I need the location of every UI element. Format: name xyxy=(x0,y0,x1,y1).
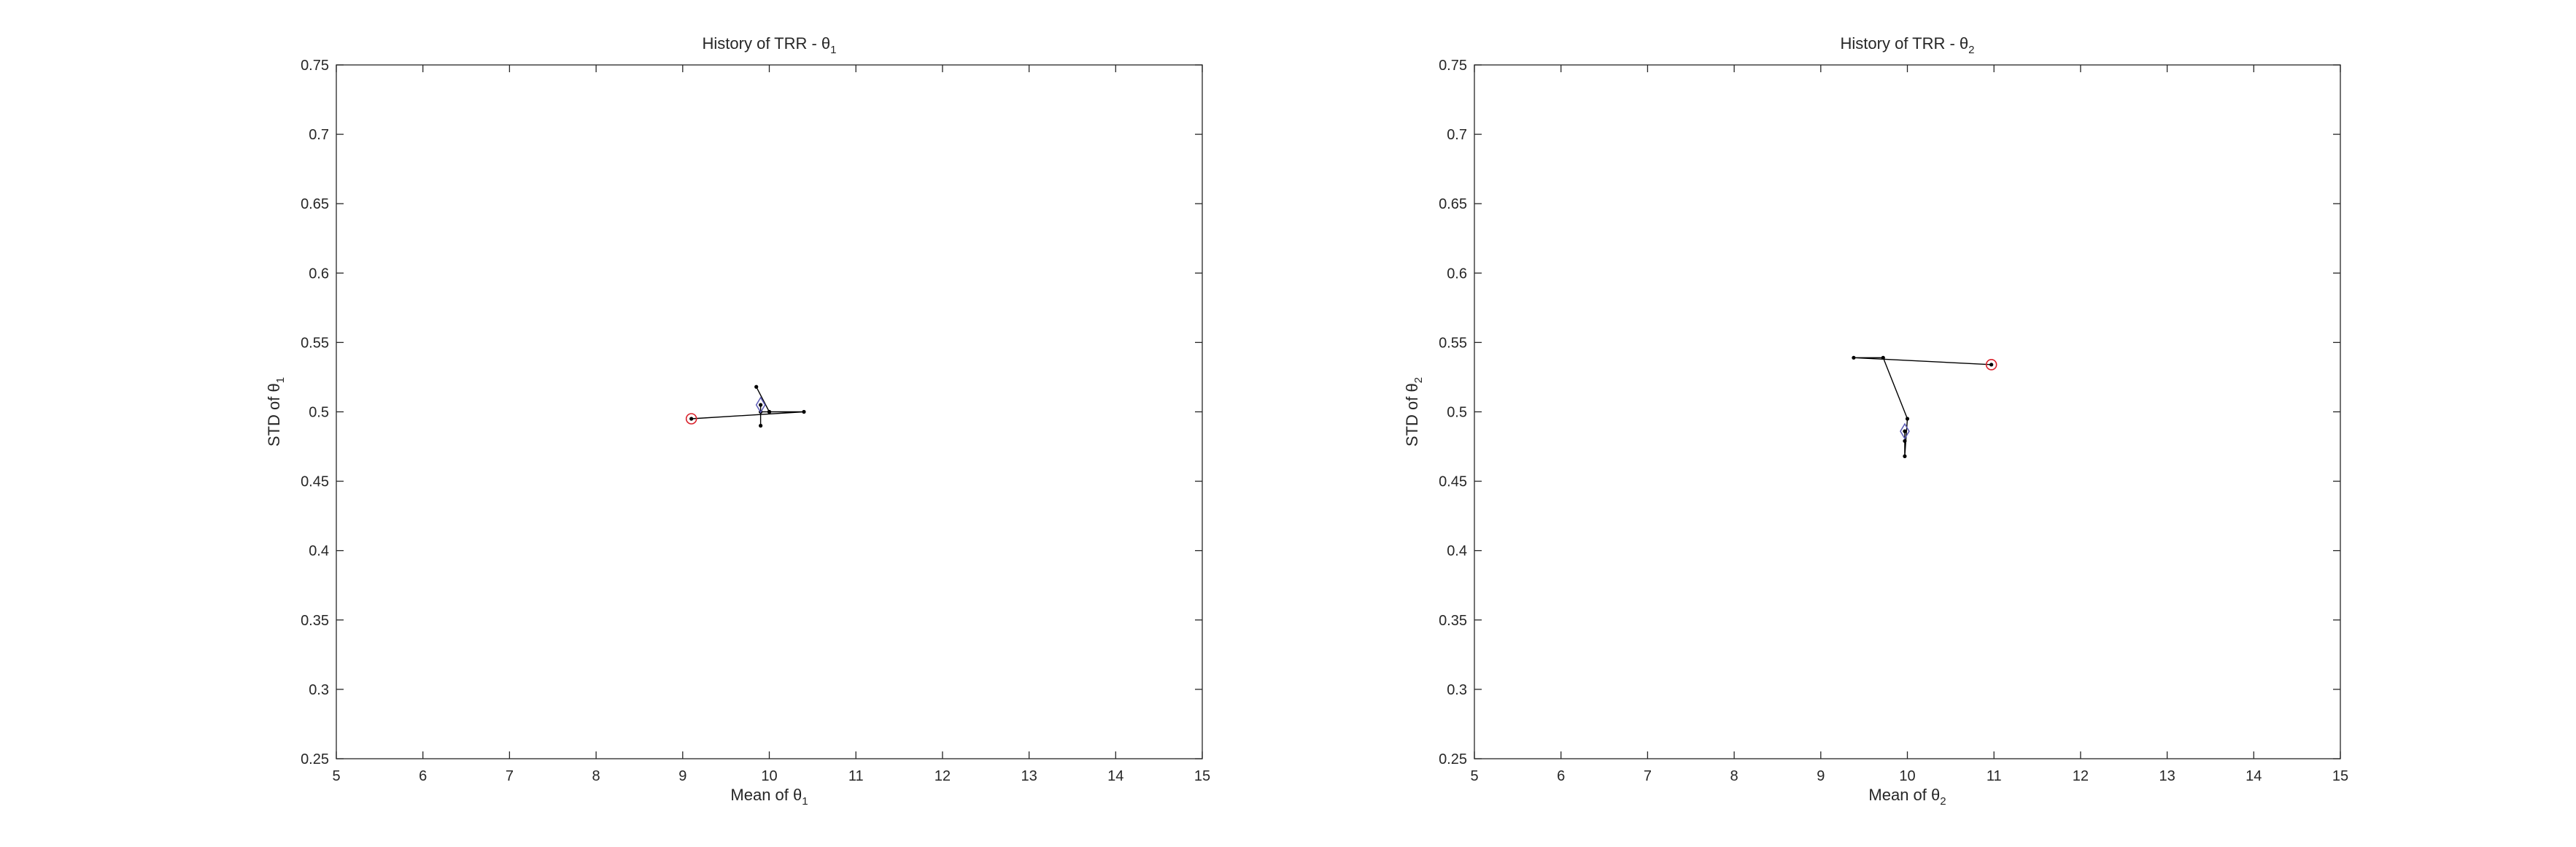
plot-title-text: History of TRR - θ xyxy=(1841,34,1969,53)
plot-title-text: History of TRR - θ xyxy=(703,34,831,53)
y-tick-label: 0.55 xyxy=(301,335,329,351)
y-tick-label: 0.35 xyxy=(1439,613,1467,629)
history-point xyxy=(1903,438,1907,444)
x-tick-label: 11 xyxy=(1987,768,2002,784)
y-tick-label: 0.7 xyxy=(309,127,329,143)
x-tick-label: 14 xyxy=(2246,768,2262,784)
y-tick-label: 0.45 xyxy=(301,474,329,490)
history-point xyxy=(759,423,763,428)
history-point xyxy=(1903,454,1907,458)
y-tick-label: 0.65 xyxy=(301,196,329,212)
y-tick-label: 0.25 xyxy=(301,751,329,767)
history-point xyxy=(1989,363,1994,367)
x-tick-label: 12 xyxy=(935,768,951,784)
history-point xyxy=(754,384,759,389)
history-point xyxy=(1852,355,1856,360)
y-tick-label: 0.75 xyxy=(1439,58,1467,74)
history-point xyxy=(1905,417,1910,421)
x-tick-label: 10 xyxy=(761,768,777,784)
x-tick-label: 13 xyxy=(1021,768,1037,784)
x-axis-label-text: Mean of θ xyxy=(730,786,802,804)
x-tick-label: 7 xyxy=(506,768,514,784)
x-tick-label: 6 xyxy=(419,768,427,784)
x-tick-label: 15 xyxy=(2332,768,2348,784)
y-tick-label: 0.7 xyxy=(1447,127,1467,143)
y-tick-label: 0.65 xyxy=(1439,196,1467,212)
history-point xyxy=(1903,429,1907,433)
plot-title: History of TRR - θ1 xyxy=(703,34,837,56)
x-tick-label: 9 xyxy=(678,768,686,784)
x-tick-label: 15 xyxy=(1194,768,1210,784)
start-marker xyxy=(685,413,697,425)
x-tick-label: 8 xyxy=(1730,768,1738,784)
x-tick-label: 10 xyxy=(1899,768,1915,784)
x-tick-label: 5 xyxy=(332,768,340,784)
x-tick-label: 13 xyxy=(2159,768,2175,784)
x-tick-label: 14 xyxy=(1107,768,1123,784)
y-tick-label: 0.5 xyxy=(309,405,329,421)
axes-box xyxy=(1474,64,2341,759)
y-tick-label: 0.3 xyxy=(309,682,329,698)
end-marker xyxy=(1900,422,1910,440)
history-point xyxy=(802,409,806,414)
x-tick-label: 9 xyxy=(1817,768,1825,784)
plot-title-subscript: 2 xyxy=(1968,44,1974,56)
y-tick-label: 0.4 xyxy=(1447,544,1467,560)
x-tick-label: 11 xyxy=(848,768,864,784)
history-point xyxy=(1881,355,1885,360)
y-tick-label: 0.6 xyxy=(309,266,329,282)
y-tick-label: 0.35 xyxy=(301,613,329,629)
y-axis-label: STD of θ2 xyxy=(1403,377,1425,446)
y-tick-label: 0.25 xyxy=(1439,751,1467,767)
y-axis-label-text: STD of θ xyxy=(1403,383,1421,446)
end-marker xyxy=(755,396,766,414)
history-point xyxy=(759,403,763,407)
plot-title: History of TRR - θ2 xyxy=(1841,34,1975,56)
y-axis-label-text: STD of θ xyxy=(265,383,283,446)
x-axis-label-subscript: 2 xyxy=(1940,795,1946,808)
start-marker xyxy=(1985,359,1997,371)
history-line xyxy=(691,386,805,426)
y-tick-label: 0.55 xyxy=(1439,335,1467,351)
y-tick-label: 0.5 xyxy=(1447,405,1467,421)
plot-title-subscript: 1 xyxy=(830,44,836,56)
x-tick-label: 12 xyxy=(2073,768,2089,784)
x-tick-label: 6 xyxy=(1557,768,1565,784)
y-axis-label-subscript: 2 xyxy=(1412,377,1425,383)
y-axis-label: STD of θ1 xyxy=(265,377,287,446)
x-tick-label: 7 xyxy=(1644,768,1652,784)
y-tick-label: 0.6 xyxy=(1447,266,1467,282)
subplot-2: 5 6 7 8 9 10 11 12 13 14 15 0.25 0.3 0.35 0.4 0.45 0.5 0.… xyxy=(1403,34,2348,808)
history-point xyxy=(689,417,694,421)
x-tick-label: 8 xyxy=(592,768,600,784)
subplot-1: 5 6 7 8 9 10 11 12 13 14 150.250.30.350.40.450.50.… xyxy=(265,34,1210,808)
y-tick-label: 0.4 xyxy=(309,544,329,560)
y-tick-label: 0.3 xyxy=(1447,682,1467,698)
x-tick-label: 5 xyxy=(1470,768,1478,784)
y-axis-label-subscript: 1 xyxy=(274,377,287,383)
y-tick-label: 0.45 xyxy=(1439,474,1467,490)
x-axis-label-subscript: 1 xyxy=(802,795,808,808)
x-axis-label: Mean of θ1 xyxy=(730,786,808,808)
y-tick-label: 0.75 xyxy=(301,58,329,74)
x-axis-label: Mean of θ2 xyxy=(1868,786,1946,808)
x-axis-label-text: Mean of θ xyxy=(1868,786,1940,804)
history-point xyxy=(767,409,772,414)
